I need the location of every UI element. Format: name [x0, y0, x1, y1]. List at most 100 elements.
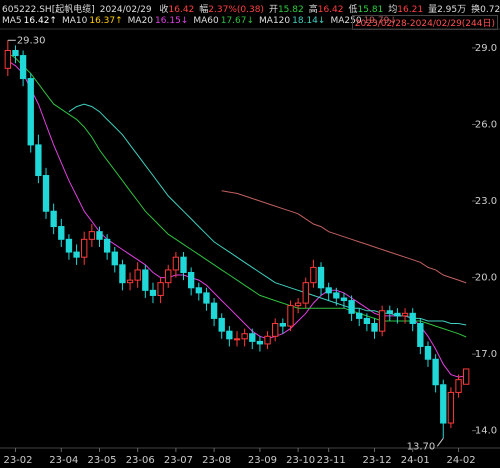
candle-body: [264, 335, 271, 345]
field-value: 16.21: [397, 5, 424, 15]
quote-field: 收16.42: [159, 5, 194, 15]
candle-body: [180, 256, 187, 273]
legend-name: MA60: [193, 16, 219, 26]
candle-body: [42, 175, 50, 212]
candle-body: [165, 269, 172, 284]
candle-body: [447, 391, 455, 424]
x-tick-label: 23-11: [317, 455, 346, 466]
candle-body: [88, 231, 96, 240]
legend-name: MA120: [259, 16, 291, 26]
quote-field: 开15.82: [269, 5, 304, 15]
candle-body: [409, 312, 416, 325]
x-tick-label: 23-10: [286, 455, 315, 466]
legend-entry: MA120 18.14↓: [259, 16, 325, 26]
legend-value: 16.42↑: [23, 16, 57, 26]
candle-body: [12, 49, 19, 57]
legend-value: 16.15↓: [155, 16, 189, 26]
y-tick-label: 29.0: [475, 43, 497, 54]
x-tick-label: 23-07: [164, 455, 193, 466]
legend-value: 17.67↓: [220, 16, 255, 26]
candle-body: [333, 292, 340, 299]
candle-body: [394, 312, 401, 317]
x-tick-label: 23-06: [126, 455, 155, 466]
candle-body: [279, 323, 287, 327]
candle-body: [386, 310, 393, 314]
candle-body: [241, 333, 248, 340]
quote-field: 均16.21: [388, 5, 423, 15]
y-tick-label: 17.0: [475, 349, 497, 360]
candle-body: [363, 317, 371, 325]
candle-body: [19, 55, 27, 80]
ma-line: [7, 52, 467, 338]
candle-body: [126, 279, 134, 284]
field-value: 15.81: [357, 5, 384, 15]
quote-field: 低15.81: [349, 5, 384, 15]
field-value: 2.37%(0.38): [208, 5, 264, 15]
legend-entry: MA5 16.42↑: [2, 16, 57, 26]
candle-body: [463, 368, 470, 385]
legend-entry: MA250 19.79↓: [330, 16, 396, 26]
ma-legend: MA5 16.42↑ MA10 16.37↑ MA20 16.15↓ MA60 17.67↓ M…: [2, 16, 402, 26]
candle-body: [210, 302, 218, 319]
quote-field: 高16.42: [309, 5, 344, 15]
annotation-label: 29.30: [17, 35, 46, 46]
x-tick-label: 23-02: [3, 455, 32, 466]
candle-body: [272, 323, 279, 337]
legend-name: MA10: [61, 16, 88, 26]
candle-body: [310, 266, 317, 284]
candle-body: [142, 269, 149, 291]
x-tick-label: 23-08: [202, 455, 231, 466]
y-tick-label: 26.0: [475, 119, 497, 130]
x-tick-label: 23-09: [248, 455, 277, 466]
legend-entry: MA20 16.15↓: [128, 16, 189, 26]
candle-body: [294, 302, 302, 307]
field-label: 收: [159, 5, 169, 15]
field-label: 量: [428, 5, 438, 15]
legend-value: 16.37↑: [89, 16, 123, 26]
candle-body: [203, 292, 210, 304]
candle-body: [172, 256, 180, 271]
candle-body: [371, 323, 378, 332]
x-tick-label: 23-05: [87, 455, 116, 466]
candle-body: [440, 384, 447, 424]
field-label: 换: [471, 5, 481, 15]
x-tick-label: 24-01: [401, 455, 430, 466]
candle-body: [96, 231, 103, 240]
field-value: 0.72%: [480, 5, 500, 15]
candle-body: [356, 312, 363, 319]
candle-body: [302, 282, 309, 304]
field-value: 16.42: [317, 5, 344, 15]
x-tick-label: 23-04: [49, 455, 78, 466]
candle-body: [73, 251, 80, 258]
legend-value: 19.79↓: [363, 16, 397, 26]
annotation-label: 13.70: [407, 441, 436, 452]
candle-body: [256, 340, 264, 345]
candle-body: [218, 317, 225, 332]
legend-name: MA20: [127, 16, 154, 26]
candle-body: [27, 78, 34, 146]
field-value: 15.82: [277, 5, 304, 15]
candle-body: [325, 287, 332, 294]
y-tick-label: 20.0: [475, 273, 497, 284]
candle-body: [157, 282, 164, 296]
quote-field: 幅2.37%(0.38): [199, 5, 264, 15]
annotation-pointer: [436, 438, 444, 447]
candle-body: [348, 300, 355, 314]
candle-body: [134, 269, 141, 281]
candle-body: [424, 345, 432, 360]
legend-name: MA250: [330, 16, 362, 26]
y-tick-label: 23.0: [475, 196, 497, 207]
x-tick-label: 23-12: [363, 455, 392, 466]
quote-field: 换0.72%: [471, 5, 500, 15]
ma-line: [68, 103, 467, 326]
date: 2024/02/29: [99, 5, 152, 15]
candle-body: [50, 210, 57, 228]
x-tick-label: 24-02: [447, 455, 476, 466]
y-tick-label: 14.0: [475, 426, 497, 437]
candle-body: [340, 297, 348, 302]
candle-body: [149, 289, 157, 296]
candle-body: [103, 238, 111, 253]
candle-body: [35, 144, 42, 177]
legend-entry: MA60 17.67↓: [193, 16, 254, 26]
